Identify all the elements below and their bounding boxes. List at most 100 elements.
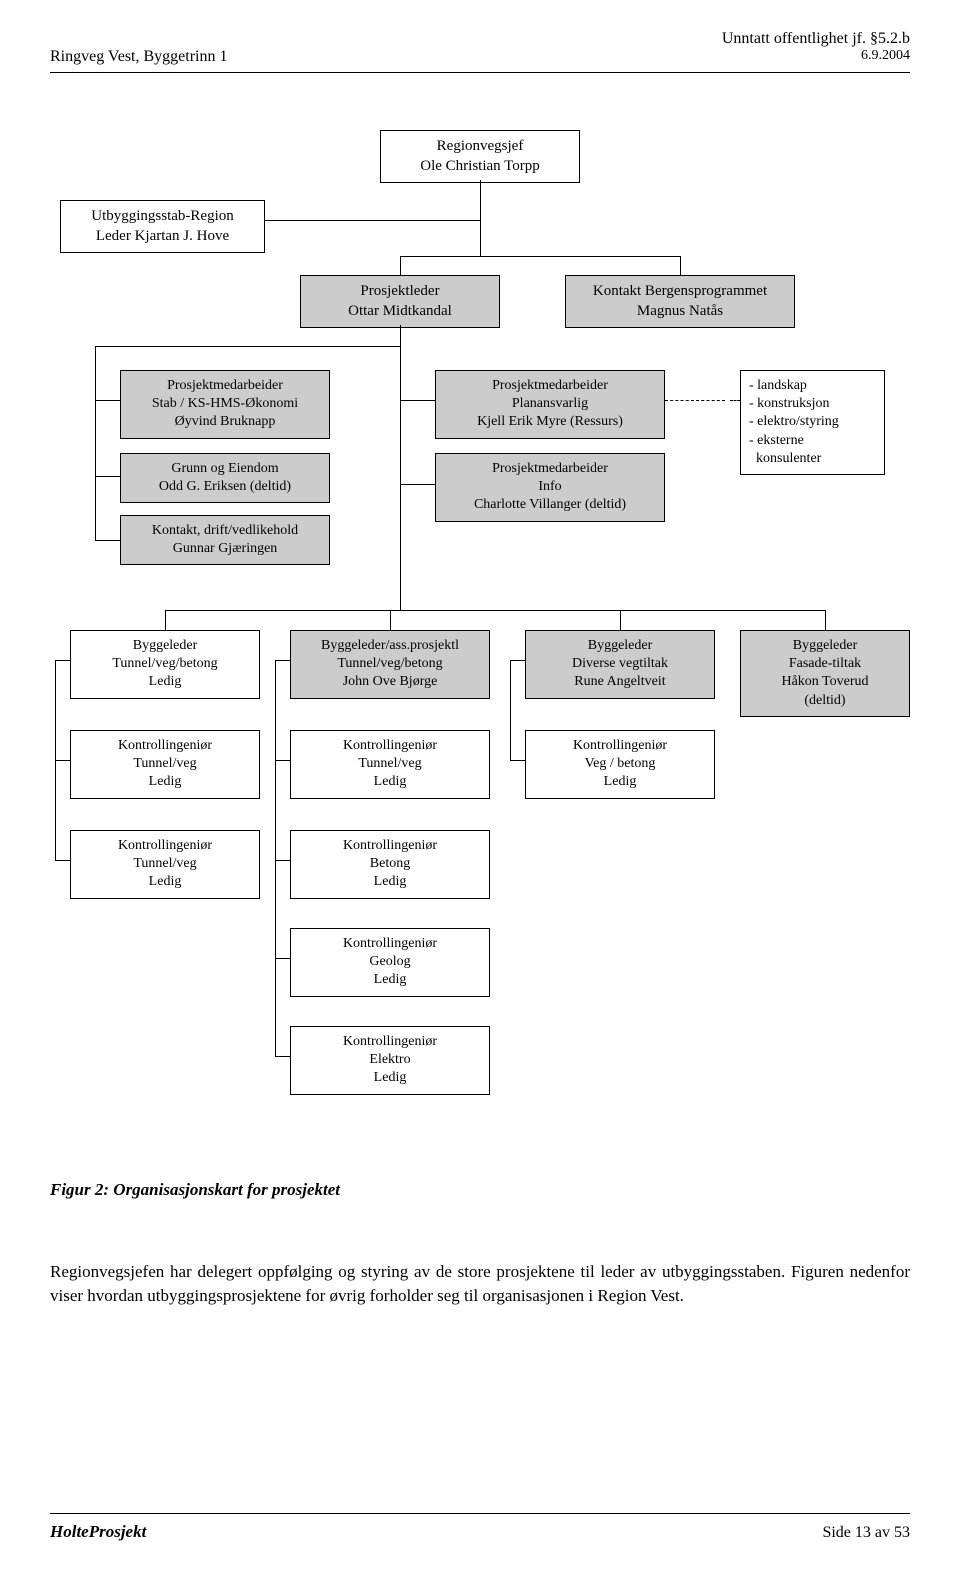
- conn: [510, 660, 511, 760]
- note-e: konsulenter: [749, 450, 880, 468]
- conn: [55, 660, 70, 661]
- ks-l3: Øyvind Bruknapp: [125, 413, 325, 431]
- info-l3: Charlotte Villanger (deltid): [440, 496, 660, 514]
- r1c2-l2: Tunnel/veg/betong: [295, 655, 485, 673]
- conn: [400, 400, 435, 401]
- r1c3-l2: Diverse vegtiltak: [530, 655, 710, 673]
- note-a: - landskap: [749, 377, 880, 395]
- r2c3-l3: Ledig: [530, 773, 710, 791]
- utbygging-l2: Leder Kjartan J. Hove: [65, 227, 260, 247]
- info-l2: Info: [440, 478, 660, 496]
- r2c1-l1: Kontrollingeniør: [75, 737, 255, 755]
- footer-rule: [50, 1513, 910, 1514]
- box-drift: Kontakt, drift/vedlikehold Gunnar Gjærin…: [120, 515, 330, 565]
- conn-dashed: [665, 400, 725, 401]
- conn: [510, 760, 525, 761]
- r1c3-l1: Byggeleder: [530, 637, 710, 655]
- conn: [265, 220, 480, 221]
- r2c1-l3: Ledig: [75, 773, 255, 791]
- figure-caption: Figur 2: Organisasjonskart for prosjekte…: [50, 1180, 340, 1200]
- conn: [275, 660, 290, 661]
- box-kontakt-bergen: Kontakt Bergensprogrammet Magnus Natås: [565, 275, 795, 328]
- footer-left: HolteProsjekt: [50, 1522, 146, 1542]
- r1c2-l3: John Ove Bjørge: [295, 673, 485, 691]
- drift-l1: Kontakt, drift/vedlikehold: [125, 522, 325, 540]
- r1c1-l3: Ledig: [75, 673, 255, 691]
- box-r2c1: Kontrollingeniør Tunnel/veg Ledig: [70, 730, 260, 799]
- region-chief-title: Regionvegsjef: [385, 137, 575, 157]
- conn: [275, 660, 276, 1056]
- box-info: Prosjektmedarbeider Info Charlotte Villa…: [435, 453, 665, 522]
- header-left: Ringveg Vest, Byggetrinn 1: [50, 48, 227, 66]
- r1c4-l2: Fasade-tiltak: [745, 655, 905, 673]
- conn: [275, 760, 290, 761]
- box-r1c3: Byggeleder Diverse vegtiltak Rune Angelt…: [525, 630, 715, 699]
- conn: [400, 346, 401, 610]
- box-right-note: - landskap - konstruksjon - elektro/styr…: [740, 370, 885, 475]
- box-plan: Prosjektmedarbeider Planansvarlig Kjell …: [435, 370, 665, 439]
- r2c1-l2: Tunnel/veg: [75, 755, 255, 773]
- box-r3c1: Kontrollingeniør Tunnel/veg Ledig: [70, 830, 260, 899]
- box-r3c2: Kontrollingeniør Betong Ledig: [290, 830, 490, 899]
- box-grunn: Grunn og Eiendom Odd G. Eriksen (deltid): [120, 453, 330, 503]
- conn: [165, 610, 166, 630]
- footer-right: Side 13 av 53: [822, 1524, 910, 1542]
- header-date: 6.9.2004: [722, 48, 910, 64]
- conn: [55, 760, 70, 761]
- conn: [400, 325, 401, 346]
- conn: [95, 476, 120, 477]
- conn: [680, 256, 681, 275]
- r3c2-l3: Ledig: [295, 873, 485, 891]
- kontakt-bergen-l2: Magnus Natås: [570, 302, 790, 322]
- r4c2-l1: Kontrollingeniør: [295, 935, 485, 953]
- conn: [95, 346, 96, 541]
- r1c1-l2: Tunnel/veg/betong: [75, 655, 255, 673]
- body-paragraph: Regionvegsjefen har delegert oppfølging …: [50, 1260, 910, 1308]
- conn: [400, 256, 401, 275]
- r3c2-l2: Betong: [295, 855, 485, 873]
- conn: [400, 256, 680, 257]
- note-b: - konstruksjon: [749, 395, 880, 413]
- box-r5c2: Kontrollingeniør Elektro Ledig: [290, 1026, 490, 1095]
- grunn-l2: Odd G. Eriksen (deltid): [125, 478, 325, 496]
- r4c2-l2: Geolog: [295, 953, 485, 971]
- box-utbygging: Utbyggingsstab-Region Leder Kjartan J. H…: [60, 200, 265, 253]
- conn: [390, 610, 391, 630]
- conn: [480, 220, 481, 256]
- r2c2-l3: Ledig: [295, 773, 485, 791]
- r2c3-l1: Kontrollingeniør: [530, 737, 710, 755]
- plan-l2: Planansvarlig: [440, 395, 660, 413]
- r1c2-l1: Byggeleder/ass.prosjektl: [295, 637, 485, 655]
- conn: [95, 400, 120, 401]
- conn-dashed: [730, 400, 740, 401]
- r3c1-l2: Tunnel/veg: [75, 855, 255, 873]
- header-right: Unntatt offentlighet jf. §5.2.b 6.9.2004: [722, 30, 910, 64]
- info-l1: Prosjektmedarbeider: [440, 460, 660, 478]
- conn: [55, 860, 70, 861]
- r5c2-l3: Ledig: [295, 1069, 485, 1087]
- r2c3-l2: Veg / betong: [530, 755, 710, 773]
- conn: [480, 180, 481, 220]
- grunn-l1: Grunn og Eiendom: [125, 460, 325, 478]
- prosjektleder-title: Prosjektleder: [305, 282, 495, 302]
- ks-l2: Stab / KS-HMS-Økonomi: [125, 395, 325, 413]
- r2c2-l1: Kontrollingeniør: [295, 737, 485, 755]
- conn: [165, 610, 825, 611]
- box-r1c2: Byggeleder/ass.prosjektl Tunnel/veg/beto…: [290, 630, 490, 699]
- note-c: - elektro/styring: [749, 413, 880, 431]
- box-prosjektleder: Prosjektleder Ottar Midtkandal: [300, 275, 500, 328]
- box-r2c3: Kontrollingeniør Veg / betong Ledig: [525, 730, 715, 799]
- region-chief-name: Ole Christian Torpp: [385, 157, 575, 177]
- r3c2-l1: Kontrollingeniør: [295, 837, 485, 855]
- conn: [95, 540, 120, 541]
- r2c2-l2: Tunnel/veg: [295, 755, 485, 773]
- box-r1c1: Byggeleder Tunnel/veg/betong Ledig: [70, 630, 260, 699]
- plan-l3: Kjell Erik Myre (Ressurs): [440, 413, 660, 431]
- r4c2-l3: Ledig: [295, 971, 485, 989]
- ks-l1: Prosjektmedarbeider: [125, 377, 325, 395]
- conn: [620, 610, 621, 630]
- conn: [55, 660, 56, 760]
- r5c2-l2: Elektro: [295, 1051, 485, 1069]
- r3c1-l1: Kontrollingeniør: [75, 837, 255, 855]
- prosjektleder-name: Ottar Midtkandal: [305, 302, 495, 322]
